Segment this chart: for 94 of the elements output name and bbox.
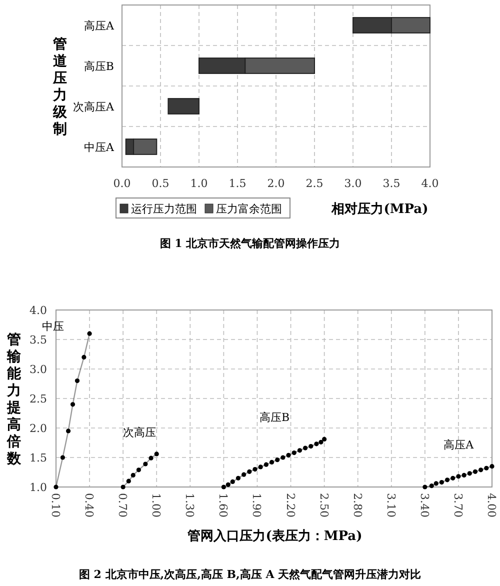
point <box>429 484 434 488</box>
y-tick-label: 1.0 <box>30 481 47 494</box>
x-axis-title: 管网入口压力(表压力：MPa) <box>186 528 362 544</box>
x-tick-label: 2.20 <box>284 493 297 518</box>
point <box>136 468 142 472</box>
point <box>297 448 302 453</box>
x-tick-label: 1.5 <box>228 177 246 190</box>
x-tick-label: 2.0 <box>267 177 285 190</box>
y-tick-label: 4.0 <box>30 304 47 317</box>
point <box>126 478 131 484</box>
x-tick-label: 0.40 <box>82 493 96 518</box>
point <box>247 469 252 474</box>
x-tick-label: 1.0 <box>190 177 208 190</box>
point <box>314 442 319 446</box>
x-tick-label: 3.5 <box>382 177 400 190</box>
point <box>490 464 494 469</box>
series-label: 高压A <box>444 438 475 452</box>
y-tick-label: 高压A <box>84 19 116 32</box>
point <box>439 480 444 485</box>
point <box>242 472 246 477</box>
point <box>484 466 489 470</box>
y-tick-label: 中压A <box>84 140 116 154</box>
y-tick-label: 3.0 <box>30 363 47 376</box>
point <box>478 468 484 472</box>
point <box>66 428 71 434</box>
legend-label: 运行压力范围 <box>131 202 197 216</box>
x-tick-label: 2.5 <box>306 177 324 190</box>
x-tick-label: 3.10 <box>384 493 398 518</box>
x-tick-label: 1.90 <box>250 493 264 518</box>
legend-label: 压力富余范围 <box>216 202 282 216</box>
text: 高压B <box>259 411 290 424</box>
point <box>252 467 258 472</box>
x-tick-label: 4.00 <box>485 493 498 518</box>
y-tick-label: 1.5 <box>30 452 47 464</box>
point <box>322 436 327 442</box>
point <box>422 484 428 490</box>
point <box>54 484 58 490</box>
x-tick-label: 2.80 <box>350 493 364 518</box>
point <box>154 452 159 456</box>
point <box>269 460 274 465</box>
point <box>236 476 241 480</box>
point <box>280 455 286 460</box>
x-tick-label: 2.50 <box>317 493 330 518</box>
point <box>130 472 136 478</box>
point <box>226 482 230 487</box>
point <box>308 444 314 449</box>
y-tick-label: 2.0 <box>30 422 47 435</box>
point <box>292 450 296 456</box>
point <box>82 354 86 360</box>
point <box>148 456 154 460</box>
point <box>450 476 456 480</box>
series-label: 次高压 <box>123 426 156 439</box>
point <box>143 462 148 466</box>
y-tick-label: 高压B <box>84 60 114 73</box>
point <box>462 472 466 478</box>
x-tick-label: 0.10 <box>49 493 62 518</box>
x-tick-label: 4.0 <box>421 177 439 190</box>
point <box>87 331 92 336</box>
point <box>434 481 438 486</box>
point <box>318 440 324 444</box>
y-tick-label: 2.5 <box>30 392 47 406</box>
point <box>221 484 226 490</box>
point <box>303 446 308 450</box>
x-tick-label: 0.5 <box>152 177 170 190</box>
y-tick-label: 次高压A <box>73 100 116 114</box>
text: 图 2 北京市中压,次高压,高压 B,高压 A 天然气配气管网升压潜力对比 <box>78 568 422 581</box>
point <box>444 478 450 482</box>
point <box>230 479 235 484</box>
point <box>60 455 66 460</box>
x-tick-label: 3.70 <box>451 493 464 518</box>
point <box>258 464 263 470</box>
x-tick-label: 1.30 <box>183 493 196 518</box>
x-tick-label: 1.60 <box>216 493 230 518</box>
y-axis-title: 管输能力提高倍数 <box>6 332 22 467</box>
x-axis-title: 相对压力(MPa) <box>330 202 428 217</box>
x-tick-label: 0.0 <box>113 177 131 190</box>
point <box>456 474 461 479</box>
text: 中压 <box>42 320 64 333</box>
point <box>275 458 280 462</box>
y-axis-title: 管道压力级制 <box>52 36 68 138</box>
y-tick-label: 3.5 <box>30 334 47 346</box>
point <box>70 402 76 407</box>
x-tick-label: 3.0 <box>344 177 362 190</box>
point <box>120 484 126 490</box>
point <box>472 469 478 474</box>
point <box>74 378 80 384</box>
x-tick-label: 1.00 <box>150 493 163 518</box>
x-tick-label: 0.70 <box>116 493 130 518</box>
point <box>286 452 291 458</box>
bar <box>168 98 200 114</box>
point <box>264 462 268 467</box>
x-tick-label: 3.40 <box>418 493 431 518</box>
text: 图 1 北京市天然气输配管网操作压力 <box>160 237 340 250</box>
point <box>467 471 472 476</box>
